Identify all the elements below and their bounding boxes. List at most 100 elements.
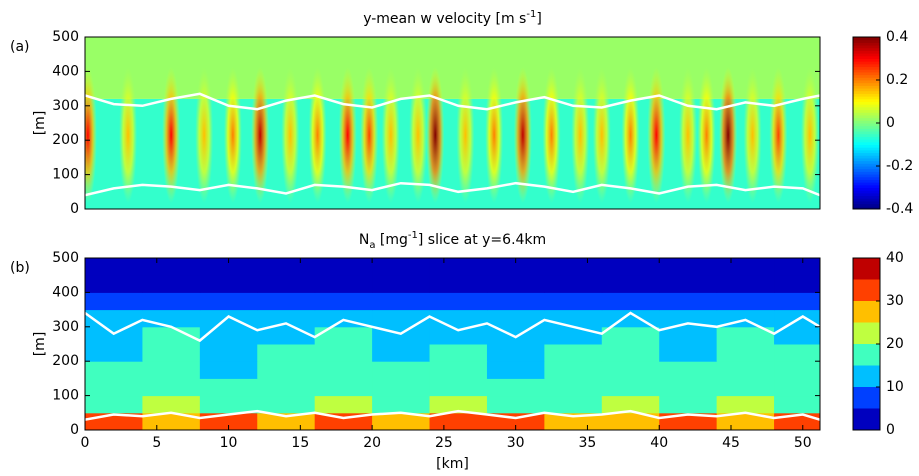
updraft-core xyxy=(719,67,738,203)
field-cell xyxy=(716,326,775,345)
field-cell xyxy=(659,309,718,328)
colorbar-step xyxy=(853,136,880,140)
updraft-core xyxy=(381,67,400,203)
x-tick-label: 20 xyxy=(363,435,381,451)
colorbar-step xyxy=(853,112,880,116)
updraft-core xyxy=(769,67,788,203)
x-tick-label: 45 xyxy=(722,435,740,451)
field-cell xyxy=(142,292,201,311)
title-part: ] xyxy=(536,11,541,27)
field-cell xyxy=(257,309,316,328)
colorbar-step xyxy=(853,182,880,186)
field-cell xyxy=(85,361,143,379)
y-tick-label: 0 xyxy=(70,201,79,217)
field-cell xyxy=(199,395,258,414)
colorbar-step xyxy=(853,160,880,164)
field-cell xyxy=(257,361,316,379)
field-cell xyxy=(314,292,373,311)
field-cell xyxy=(716,275,775,293)
field-cell xyxy=(429,361,488,379)
updraft-core xyxy=(162,67,181,203)
plot-frame xyxy=(84,36,821,210)
colorbar-tick-label: -0.2 xyxy=(886,158,913,174)
contour-line xyxy=(85,181,820,197)
updraft-core xyxy=(281,67,300,203)
colorbar-step xyxy=(853,144,880,148)
colorbar-step xyxy=(853,174,880,178)
updraft-core xyxy=(409,67,428,203)
updraft-core xyxy=(360,67,379,203)
field-cell xyxy=(601,395,660,414)
colorbar-step xyxy=(853,69,880,73)
y-tick-label: 400 xyxy=(52,284,79,300)
updraft-core xyxy=(697,67,716,203)
colorbar-tick-label: 20 xyxy=(886,336,904,352)
field-cell xyxy=(142,258,201,276)
colorbar-step xyxy=(853,39,880,43)
field-cell xyxy=(601,292,660,311)
colorbar-step xyxy=(853,109,880,113)
x-tick-label: 40 xyxy=(650,435,668,451)
colorbar-step xyxy=(853,157,880,162)
updraft-core xyxy=(571,67,590,203)
colorbar-step xyxy=(853,163,880,167)
field-cell xyxy=(257,378,316,397)
field-cell xyxy=(774,344,820,362)
colorbar-step xyxy=(853,131,880,135)
field-cell xyxy=(544,258,603,276)
field-cell xyxy=(429,344,488,362)
field-cell xyxy=(257,258,316,276)
colorbar-level xyxy=(853,344,880,366)
colorbar-step xyxy=(853,98,880,102)
field-cell xyxy=(429,258,488,276)
field-cell xyxy=(601,361,660,379)
field-cell xyxy=(774,275,820,293)
title-part: a xyxy=(369,240,375,251)
field-cell xyxy=(774,395,820,414)
updraft-core xyxy=(223,67,242,203)
field-cell xyxy=(659,378,718,397)
colorbar-step xyxy=(853,117,880,121)
updraft-core xyxy=(592,67,611,203)
field-cell xyxy=(601,275,660,293)
field-cell xyxy=(372,395,431,414)
field-cell xyxy=(257,292,316,311)
colorbar-step xyxy=(853,152,880,156)
colorbar-step xyxy=(853,106,880,111)
field-cell xyxy=(199,258,258,276)
field-cell xyxy=(199,326,258,345)
title-part: N xyxy=(359,232,369,248)
field-cell xyxy=(716,395,775,414)
field-cell xyxy=(372,258,431,276)
updraft-core xyxy=(119,67,138,203)
colorbar-step xyxy=(853,82,880,86)
colorbar-step xyxy=(853,200,880,205)
colorbar-step xyxy=(853,63,880,68)
field-cell xyxy=(372,309,431,328)
field-cell xyxy=(199,275,258,293)
x-tick-label: 25 xyxy=(435,435,453,451)
field-cell xyxy=(774,258,820,276)
colorbar-step xyxy=(853,192,880,197)
colorbar-step xyxy=(853,74,880,78)
field-cell xyxy=(659,258,718,276)
colorbar-step xyxy=(853,61,880,65)
field-cell xyxy=(544,395,603,414)
field-cell xyxy=(716,292,775,311)
colorbar-tick-label: 0 xyxy=(886,115,895,131)
field-cell xyxy=(601,344,660,362)
colorbar-tick-label: 0.4 xyxy=(886,29,908,45)
updraft-core xyxy=(743,67,762,203)
field-cell xyxy=(486,275,545,293)
field-cell xyxy=(142,395,201,414)
field-cell xyxy=(372,412,431,430)
plot-area xyxy=(85,37,820,209)
field-cell xyxy=(85,258,143,276)
field-cell xyxy=(716,378,775,397)
field-cell xyxy=(142,326,201,345)
field-cell xyxy=(142,361,201,379)
title-part: ] slice at y=6.4km xyxy=(418,232,546,248)
field-cell xyxy=(659,275,718,293)
colorbar-step xyxy=(853,125,880,129)
